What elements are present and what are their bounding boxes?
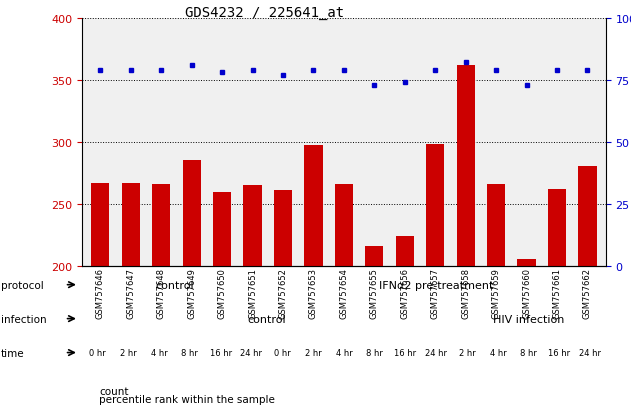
Text: HIV infection: HIV infection [493,314,564,324]
Bar [517,260,536,266]
Bar [213,193,231,266]
Text: 2 hr: 2 hr [120,348,137,357]
Text: protocol: protocol [1,280,44,290]
Bar [274,190,292,266]
Text: 0 hr: 0 hr [274,348,291,357]
Text: 8 hr: 8 hr [182,348,198,357]
Text: 0 hr: 0 hr [89,348,106,357]
Bar [579,167,597,266]
Bar [365,246,384,266]
Text: 4 hr: 4 hr [151,348,167,357]
Text: percentile rank within the sample: percentile rank within the sample [99,394,275,404]
Text: 16 hr: 16 hr [209,348,232,357]
Text: 24 hr: 24 hr [579,348,601,357]
Bar [122,183,140,266]
Text: 2 hr: 2 hr [305,348,321,357]
Bar [396,236,414,266]
Text: control: control [155,280,194,290]
Bar [182,161,201,266]
Bar [152,184,170,266]
Text: 24 hr: 24 hr [240,348,262,357]
Bar [548,189,566,266]
Text: 24 hr: 24 hr [425,348,447,357]
Bar [335,184,353,266]
Bar [304,146,322,266]
Text: 2 hr: 2 hr [459,348,476,357]
Text: 4 hr: 4 hr [490,348,506,357]
Text: GDS4232 / 225641_at: GDS4232 / 225641_at [186,6,345,20]
Text: 4 hr: 4 hr [336,348,352,357]
Text: IFNα2 pre-treatment: IFNα2 pre-treatment [379,280,493,290]
Text: 16 hr: 16 hr [394,348,416,357]
Text: time: time [1,348,24,358]
Text: control: control [247,314,286,324]
Bar [91,183,109,266]
Text: 8 hr: 8 hr [366,348,383,357]
Bar [244,185,262,266]
Text: count: count [99,386,129,396]
Text: 16 hr: 16 hr [548,348,570,357]
Text: infection: infection [1,314,46,324]
Text: 8 hr: 8 hr [521,348,537,357]
Bar [457,66,475,266]
Bar [487,184,505,266]
Bar [426,145,444,266]
